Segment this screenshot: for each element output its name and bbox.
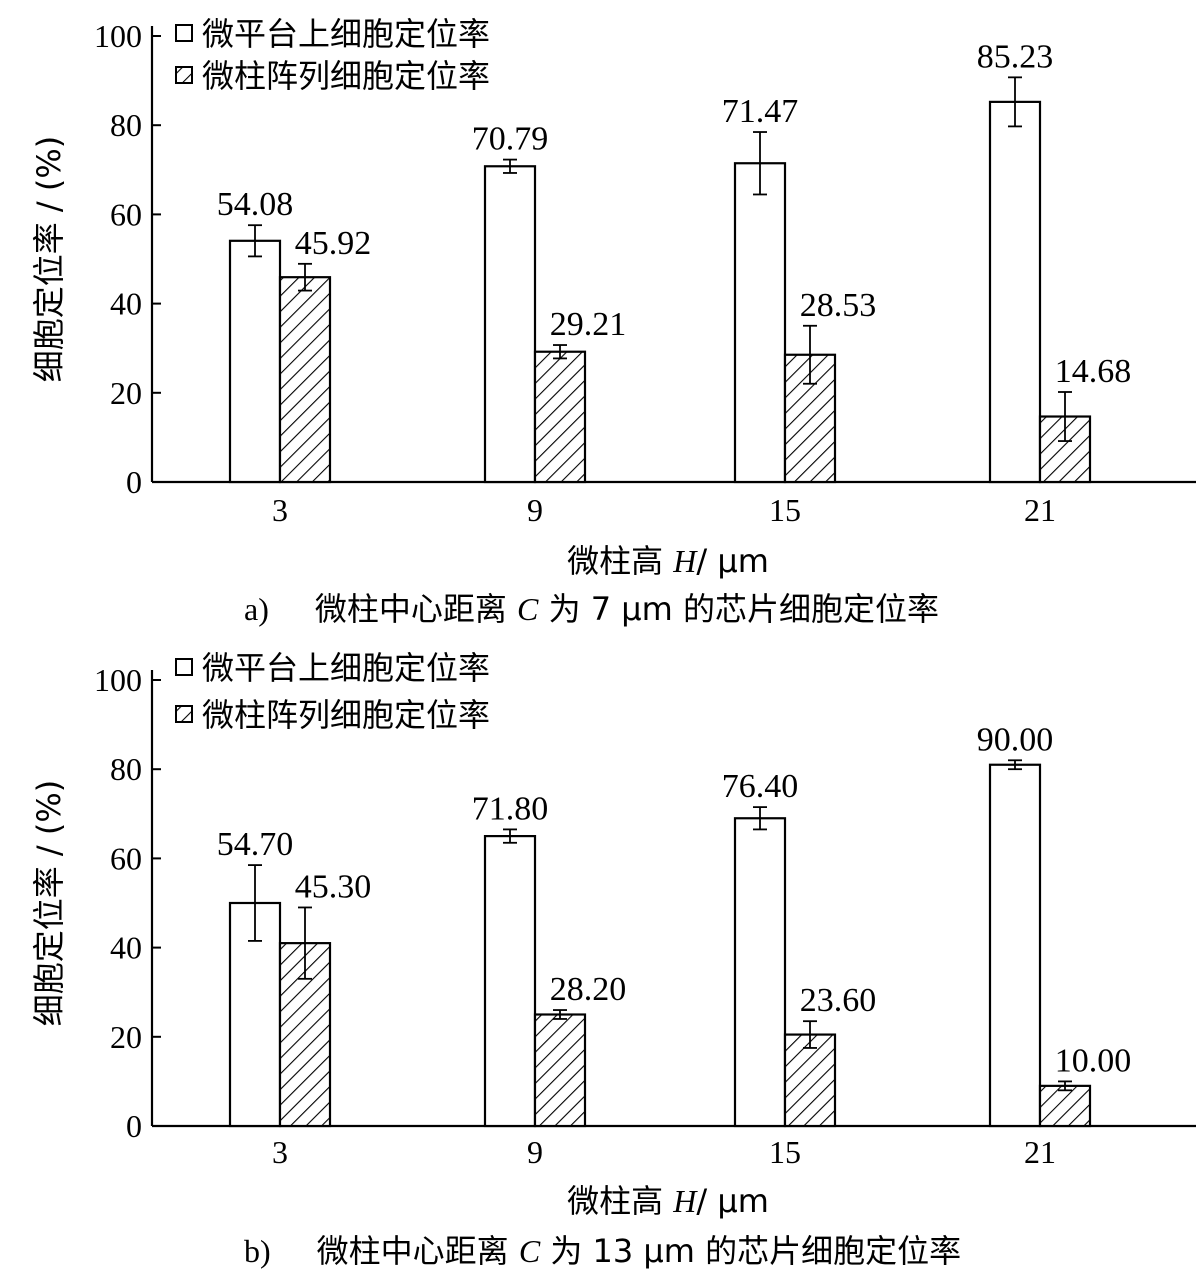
x-axis-label: 微柱高 H/ μm xyxy=(567,1182,769,1220)
data-label: 90.00 xyxy=(977,721,1054,758)
figure-caption: b) 微柱中心距离 C 为 13 μm 的芯片细胞定位率 xyxy=(244,1232,961,1270)
y-tick-label: 60 xyxy=(110,196,142,232)
x-tick-label: 9 xyxy=(527,492,543,528)
bar-platform-15 xyxy=(733,817,787,1128)
y-tick-label: 80 xyxy=(110,751,142,787)
bar-array-9 xyxy=(533,350,587,484)
x-tick-label: 21 xyxy=(1024,1134,1056,1170)
y-tick-label: 80 xyxy=(110,107,142,143)
y-tick-label: 20 xyxy=(110,1019,142,1055)
x-axis-label: 微柱高 H/ μm xyxy=(567,542,769,580)
data-label: 14.68 xyxy=(1055,353,1132,390)
legend-swatch xyxy=(175,705,193,723)
legend-label: 微柱阵列细胞定位率 xyxy=(202,57,490,95)
y-tick-label: 100 xyxy=(94,18,142,54)
legend-swatch xyxy=(175,658,193,676)
y-tick-label: 20 xyxy=(110,375,142,411)
figure-caption: a) 微柱中心距离 C 为 7 μm 的芯片细胞定位率 xyxy=(244,590,939,628)
bar-array-3 xyxy=(278,276,332,484)
bar-platform-15 xyxy=(733,162,787,484)
x-tick-label: 21 xyxy=(1024,492,1056,528)
legend-swatch xyxy=(175,66,193,84)
data-label: 70.79 xyxy=(472,121,549,158)
data-label: 76.40 xyxy=(722,768,799,805)
y-tick-label: 60 xyxy=(110,840,142,876)
data-label: 10.00 xyxy=(1055,1042,1132,1079)
y-axis-label: 细胞定位率 / (%) xyxy=(30,780,68,1027)
data-label: 71.80 xyxy=(472,790,549,827)
y-axis-label: 细胞定位率 / (%) xyxy=(30,136,68,383)
bar-array-21 xyxy=(1038,1084,1092,1128)
y-tick-label: 0 xyxy=(126,1108,142,1144)
legend-label: 微平台上细胞定位率 xyxy=(202,15,490,53)
bar-platform-21 xyxy=(988,763,1042,1128)
y-tick-label: 40 xyxy=(110,286,142,322)
bar-array-21 xyxy=(1038,415,1092,484)
data-label: 23.60 xyxy=(800,982,877,1019)
data-label: 45.92 xyxy=(295,225,372,262)
y-tick-label: 40 xyxy=(110,930,142,966)
bar-platform-9 xyxy=(483,165,537,484)
data-label: 54.08 xyxy=(217,186,294,223)
bar-platform-9 xyxy=(483,834,537,1128)
legend-label: 微柱阵列细胞定位率 xyxy=(202,696,490,734)
x-tick-label: 15 xyxy=(769,1134,801,1170)
x-tick-label: 15 xyxy=(769,492,801,528)
x-tick-label: 3 xyxy=(272,492,288,528)
data-label: 71.47 xyxy=(722,93,799,130)
bar-array-9 xyxy=(533,1013,587,1128)
bar-platform-21 xyxy=(988,100,1042,484)
y-tick-label: 100 xyxy=(94,662,142,698)
data-label: 45.30 xyxy=(295,868,372,905)
data-label: 28.53 xyxy=(800,287,877,324)
bar-platform-3 xyxy=(228,239,282,484)
legend-swatch xyxy=(175,24,193,42)
data-label: 54.70 xyxy=(217,826,294,863)
data-label: 29.21 xyxy=(550,306,627,343)
x-tick-label: 9 xyxy=(527,1134,543,1170)
legend-label: 微平台上细胞定位率 xyxy=(202,649,490,687)
data-label: 85.23 xyxy=(977,38,1054,75)
chart-panel-a: 0 20 40 60 80 100 3 9 15 21 54.08 70.79 71.47 85.23 45… xyxy=(30,15,1196,628)
chart-panel-b: 0 20 40 60 80 100 3 9 15 21 54.70 71.80 76.40 90.00 45… xyxy=(30,649,1196,1270)
y-tick-label: 0 xyxy=(126,464,142,500)
bar-array-15 xyxy=(783,1033,837,1128)
x-tick-label: 3 xyxy=(272,1134,288,1170)
data-label: 28.20 xyxy=(550,971,627,1008)
